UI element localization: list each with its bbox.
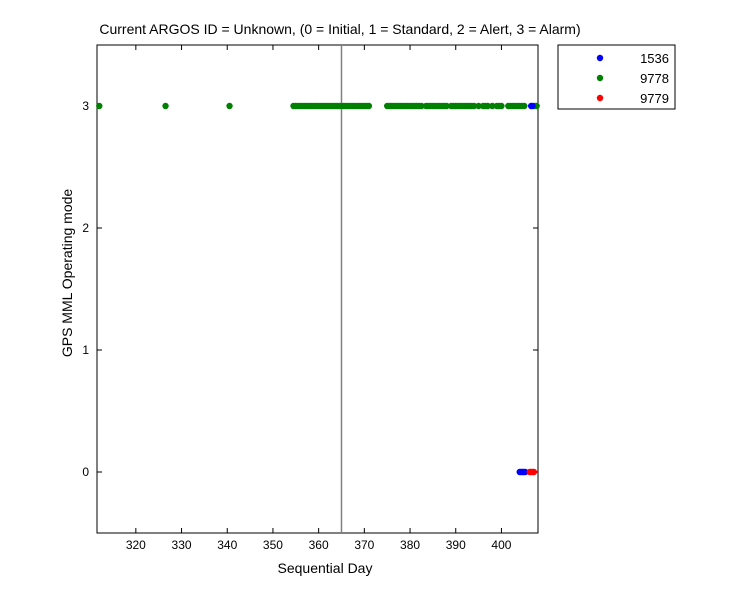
legend-box [557, 44, 676, 110]
data-point-9778 [489, 102, 496, 110]
x-axis-label: Sequential Day [278, 560, 373, 576]
data-point-9779 [530, 468, 538, 476]
legend-label-9779: 9779 [640, 91, 669, 106]
y-tick-label: 3 [82, 99, 89, 113]
legend-label-9778: 9778 [640, 71, 669, 86]
data-point-1536 [529, 102, 536, 110]
plot-frame [96, 44, 539, 534]
x-tick-label: 360 [309, 538, 329, 552]
data-point-9778 [443, 102, 450, 110]
data-point-9778 [162, 102, 169, 110]
legend-marker-9778 [596, 74, 604, 82]
data-point-9778 [226, 102, 233, 110]
data-point-9778 [418, 102, 425, 110]
plot-area: 320 330 340 350 360 370 380 390 400 0 1 2 3 [82, 44, 540, 552]
data-point-9778 [484, 102, 491, 110]
data-point-9778 [470, 102, 478, 110]
legend-marker-9779 [596, 94, 604, 102]
y-axis-label: GPS MML Operating mode [59, 189, 75, 358]
y-tick-label: 0 [82, 465, 89, 479]
x-tick-label: 380 [400, 538, 420, 552]
x-tick-label: 390 [446, 538, 466, 552]
x-tick-label: 330 [172, 538, 192, 552]
y-tick-label: 1 [82, 343, 89, 357]
data-point-9778 [498, 102, 505, 110]
data-point-1536 [522, 468, 529, 476]
data-point-9778 [521, 102, 528, 110]
x-tick-label: 350 [263, 538, 283, 552]
data-point-9778 [96, 102, 103, 110]
data-point-9778 [365, 102, 373, 110]
legend-marker-1536 [596, 54, 604, 62]
y-tick-label: 2 [82, 221, 89, 235]
x-tick-label: 340 [217, 538, 237, 552]
data-point-9778 [475, 102, 482, 110]
chart-title: Current ARGOS ID = Unknown, (0 = Initial… [99, 21, 580, 37]
x-tick-label: 400 [491, 538, 511, 552]
legend: 1536 9778 9779 [557, 44, 676, 110]
legend-label-1536: 1536 [640, 51, 669, 66]
x-tick-label: 370 [354, 538, 374, 552]
x-tick-label: 320 [126, 538, 146, 552]
